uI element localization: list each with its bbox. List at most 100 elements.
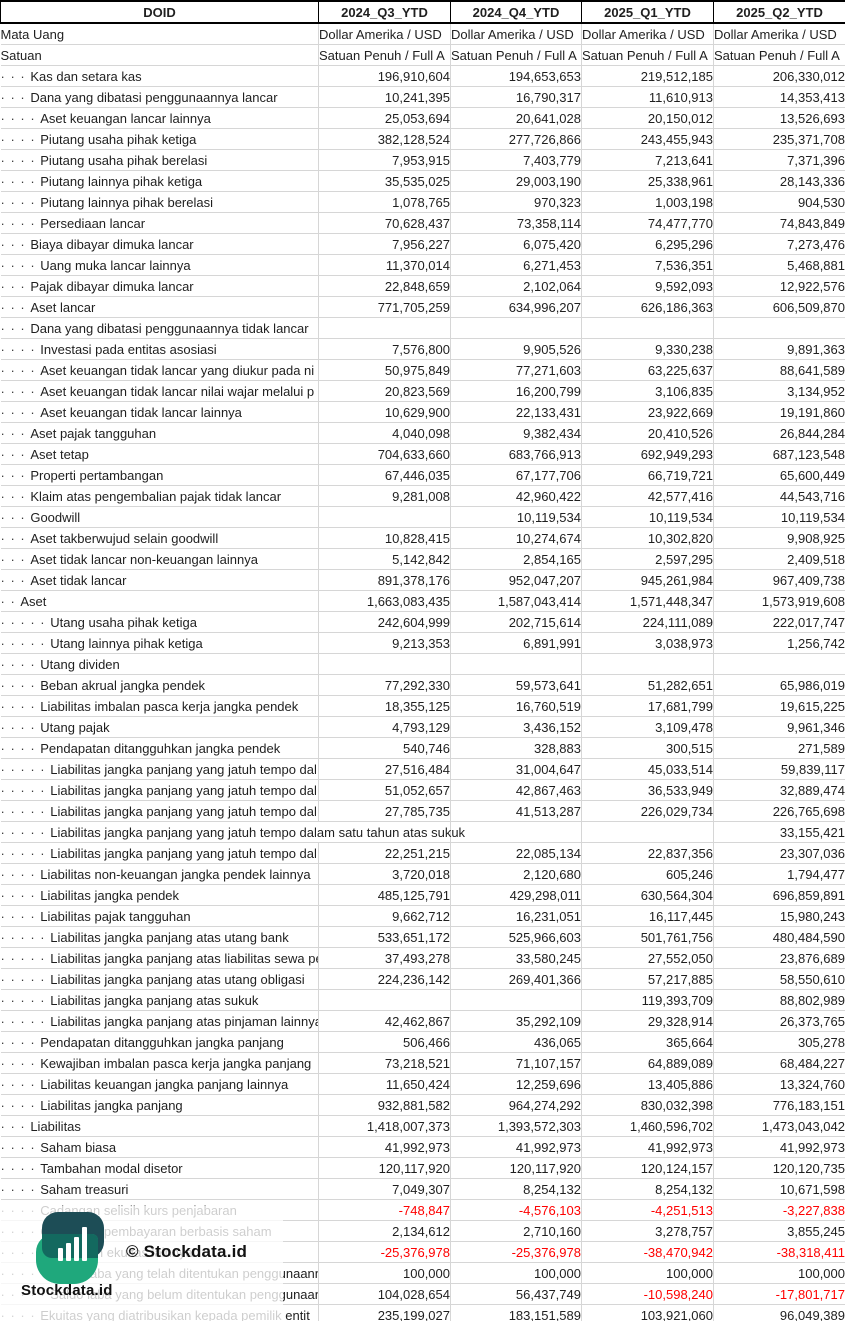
account-label-cell[interactable]: · · · Aset tetap <box>0 443 319 465</box>
value-cell[interactable] <box>318 989 451 1011</box>
value-cell[interactable]: 9,662,712 <box>318 905 451 927</box>
value-cell[interactable]: 1,587,043,414 <box>450 590 582 612</box>
value-cell[interactable]: 776,183,151 <box>713 1094 845 1116</box>
value-cell[interactable]: 67,446,035 <box>318 464 451 486</box>
meta-label-cell[interactable]: Mata Uang <box>0 23 319 45</box>
meta-value-cell[interactable]: Satuan Penuh / Full A <box>450 44 582 66</box>
value-cell[interactable] <box>581 821 714 843</box>
value-cell[interactable]: 634,996,207 <box>450 296 582 318</box>
value-cell[interactable]: 606,509,870 <box>713 296 845 318</box>
account-label-cell[interactable]: · · · Liabilitas <box>0 1115 319 1137</box>
value-cell[interactable]: 3,106,835 <box>581 380 714 402</box>
value-cell[interactable]: 10,119,534 <box>713 506 845 528</box>
value-cell[interactable]: 9,281,008 <box>318 485 451 507</box>
account-label-cell[interactable]: · · · · Piutang lainnya pihak ketiga <box>0 170 319 192</box>
value-cell[interactable]: 27,552,050 <box>581 947 714 969</box>
header-period-cell[interactable]: 2025_Q2_YTD <box>713 0 845 24</box>
account-label-cell[interactable]: · · · · Tambahan modal disetor <box>0 1157 319 1179</box>
value-cell[interactable]: 22,848,659 <box>318 275 451 297</box>
value-cell[interactable]: 226,765,698 <box>713 800 845 822</box>
value-cell[interactable]: 23,876,689 <box>713 947 845 969</box>
value-cell[interactable]: -3,227,838 <box>713 1199 845 1221</box>
value-cell[interactable]: 51,052,657 <box>318 779 451 801</box>
account-label-cell[interactable]: · · · · · Liabilitas jangka panjang atas… <box>0 947 319 969</box>
value-cell[interactable]: 271,589 <box>713 737 845 759</box>
account-label-cell[interactable]: · · · · Utang pajak <box>0 716 319 738</box>
value-cell[interactable]: 96,049,389 <box>713 1304 845 1321</box>
value-cell[interactable] <box>318 653 451 675</box>
value-cell[interactable]: 11,370,014 <box>318 254 451 276</box>
account-label-cell[interactable]: · · · · · Utang usaha pihak ketiga <box>0 611 319 633</box>
value-cell[interactable]: 37,493,278 <box>318 947 451 969</box>
value-cell[interactable]: 26,844,284 <box>713 422 845 444</box>
account-label-cell[interactable]: · · · Aset lancar <box>0 296 319 318</box>
value-cell[interactable]: 103,921,060 <box>581 1304 714 1321</box>
value-cell[interactable]: 1,663,083,435 <box>318 590 451 612</box>
value-cell[interactable]: 605,246 <box>581 863 714 885</box>
value-cell[interactable]: 2,597,295 <box>581 548 714 570</box>
value-cell[interactable]: 4,040,098 <box>318 422 451 444</box>
value-cell[interactable]: 970,323 <box>450 191 582 213</box>
value-cell[interactable]: -4,251,513 <box>581 1199 714 1221</box>
value-cell[interactable]: 10,671,598 <box>713 1178 845 1200</box>
value-cell[interactable]: 9,908,925 <box>713 527 845 549</box>
value-cell[interactable]: 22,251,215 <box>318 842 451 864</box>
account-label-cell[interactable]: · · · Aset tidak lancar <box>0 569 319 591</box>
value-cell[interactable]: 59,573,641 <box>450 674 582 696</box>
value-cell[interactable]: 2,120,680 <box>450 863 582 885</box>
account-label-cell[interactable]: · · · · · Liabilitas jangka panjang yang… <box>0 842 319 864</box>
value-cell[interactable]: 1,393,572,303 <box>450 1115 582 1137</box>
value-cell[interactable] <box>450 653 582 675</box>
account-label-cell[interactable]: · · · · Aset keuangan tidak lancar lainn… <box>0 401 319 423</box>
value-cell[interactable]: 692,949,293 <box>581 443 714 465</box>
value-cell[interactable]: 59,839,117 <box>713 758 845 780</box>
value-cell[interactable]: 2,102,064 <box>450 275 582 297</box>
meta-label-cell[interactable]: Satuan <box>0 44 319 66</box>
value-cell[interactable]: 9,213,353 <box>318 632 451 654</box>
value-cell[interactable] <box>318 821 451 843</box>
header-period-cell[interactable]: 2025_Q1_YTD <box>581 0 714 24</box>
value-cell[interactable]: 25,053,694 <box>318 107 451 129</box>
value-cell[interactable]: 16,790,317 <box>450 86 582 108</box>
account-label-cell[interactable]: · · · Properti pertambangan <box>0 464 319 486</box>
value-cell[interactable] <box>318 317 451 339</box>
value-cell[interactable]: 74,843,849 <box>713 212 845 234</box>
account-label-cell[interactable]: · · · · · Liabilitas jangka panjang yang… <box>0 779 319 801</box>
value-cell[interactable]: 88,641,589 <box>713 359 845 381</box>
value-cell[interactable]: 3,109,478 <box>581 716 714 738</box>
value-cell[interactable]: 7,536,351 <box>581 254 714 276</box>
value-cell[interactable]: 16,200,799 <box>450 380 582 402</box>
meta-value-cell[interactable]: Satuan Penuh / Full A <box>581 44 714 66</box>
value-cell[interactable]: 41,992,973 <box>713 1136 845 1158</box>
value-cell[interactable]: 50,975,849 <box>318 359 451 381</box>
value-cell[interactable]: 196,910,604 <box>318 65 451 87</box>
account-label-cell[interactable]: · · · · Liabilitas jangka panjang <box>0 1094 319 1116</box>
value-cell[interactable]: 9,961,346 <box>713 716 845 738</box>
value-cell[interactable]: -25,376,978 <box>318 1241 451 1263</box>
value-cell[interactable]: 704,633,660 <box>318 443 451 465</box>
value-cell[interactable]: 7,953,915 <box>318 149 451 171</box>
value-cell[interactable]: 7,049,307 <box>318 1178 451 1200</box>
value-cell[interactable]: 9,905,526 <box>450 338 582 360</box>
value-cell[interactable]: 88,802,989 <box>713 989 845 1011</box>
value-cell[interactable]: 436,065 <box>450 1031 582 1053</box>
value-cell[interactable] <box>713 653 845 675</box>
value-cell[interactable]: 8,254,132 <box>581 1178 714 1200</box>
value-cell[interactable]: 41,513,287 <box>450 800 582 822</box>
value-cell[interactable]: 5,468,881 <box>713 254 845 276</box>
value-cell[interactable]: 12,259,696 <box>450 1073 582 1095</box>
account-label-cell[interactable]: · · · · Beban akrual jangka pendek <box>0 674 319 696</box>
value-cell[interactable]: 5,142,842 <box>318 548 451 570</box>
account-label-cell[interactable]: · · · Kas dan setara kas <box>0 65 319 87</box>
value-cell[interactable]: 16,117,445 <box>581 905 714 927</box>
value-cell[interactable]: 7,213,641 <box>581 149 714 171</box>
value-cell[interactable] <box>450 821 582 843</box>
value-cell[interactable]: 540,746 <box>318 737 451 759</box>
value-cell[interactable] <box>450 317 582 339</box>
header-ticker-cell[interactable]: DOID <box>0 0 319 24</box>
value-cell[interactable]: 71,107,157 <box>450 1052 582 1074</box>
value-cell[interactable]: 3,436,152 <box>450 716 582 738</box>
meta-value-cell[interactable]: Dollar Amerika / USD <box>713 23 845 45</box>
value-cell[interactable]: 1,256,742 <box>713 632 845 654</box>
value-cell[interactable]: 904,530 <box>713 191 845 213</box>
